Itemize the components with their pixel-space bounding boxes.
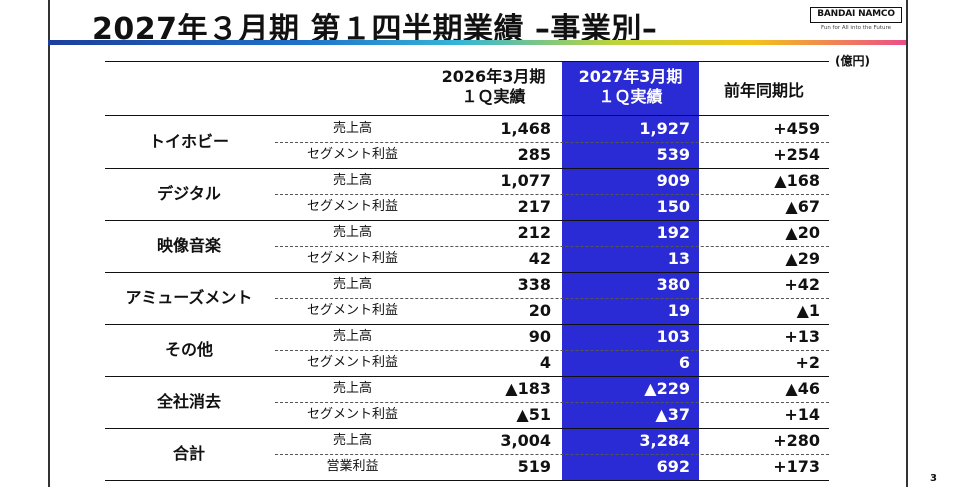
yoy-value: +459 [773,119,820,138]
segment-divider [105,376,829,377]
current-year-value: 3,284 [639,431,690,450]
header-prev-year: 2026年3月期 １Ｑ実績 [441,67,546,106]
segment-divider [105,428,829,429]
yoy-value: ▲20 [785,223,820,242]
metric-label: 売上高 [332,225,372,240]
yoy-value: +254 [773,145,820,164]
current-year-value: 103 [656,327,690,346]
yoy-value: ▲168 [774,171,820,190]
prev-year-value: ▲51 [516,405,551,424]
metric-label: セグメント利益 [306,303,398,318]
metric-label: 営業利益 [326,459,379,474]
current-year-value: 6 [678,353,690,372]
current-year-value: 1,927 [639,119,690,138]
metric-label: セグメント利益 [306,407,398,422]
current-year-value: 19 [667,301,690,320]
title-gradient-bar [48,40,906,45]
yoy-value: +2 [795,353,820,372]
metric-label: 売上高 [332,121,372,136]
metric-label: セグメント利益 [306,147,398,162]
prev-year-value: 212 [517,223,551,242]
current-year-value: 192 [656,223,690,242]
brand-logo: BANDAI NAMCO [810,7,902,23]
row-divider-dashed [275,402,829,403]
segment-divider [105,272,829,273]
metric-label: 売上高 [332,277,372,292]
prev-year-value: 217 [517,197,551,216]
left-margin-rule [48,0,50,487]
prev-year-value: 42 [528,249,551,268]
prev-year-value: 338 [517,275,551,294]
yoy-value: ▲67 [785,197,820,216]
table-bottom-rule [105,480,829,481]
metric-label: 売上高 [332,329,372,344]
prev-year-value: 4 [539,353,551,372]
prev-year-value: 1,468 [500,119,551,138]
metric-label: セグメント利益 [306,199,398,214]
segment-name: 全社消去 [156,392,221,411]
header-yoy: 前年同期比 [723,81,804,100]
yoy-value: +13 [784,327,820,346]
yoy-value: ▲46 [785,379,820,398]
prev-year-value: ▲183 [505,379,551,398]
page-number: 3 [930,473,937,484]
segment-name: 合計 [172,444,205,463]
metric-label: セグメント利益 [306,355,398,370]
segment-name: トイホビー [148,132,229,151]
header-current-year: 2027年3月期 １Ｑ実績 [578,67,683,106]
yoy-value: +280 [773,431,820,450]
row-divider-dashed [275,246,829,247]
yoy-value: +14 [784,405,820,424]
current-year-value: 13 [667,249,690,268]
yoy-value: +42 [784,275,820,294]
segment-name: その他 [164,340,213,359]
current-year-value: 380 [656,275,690,294]
current-year-value: ▲229 [644,379,690,398]
right-margin-rule [906,0,908,487]
segment-divider [105,168,829,169]
unit-label: (億円) [835,54,870,68]
prev-year-value: 90 [528,327,551,346]
row-divider-dashed [275,142,829,143]
yoy-value: +173 [773,457,820,476]
row-divider-dashed [275,350,829,351]
yoy-value: ▲29 [785,249,820,268]
segment-name: 映像音楽 [156,236,221,255]
current-year-value: 692 [656,457,690,476]
highlight-column [562,61,699,481]
metric-label: 売上高 [332,173,372,188]
prev-year-value: 285 [517,145,551,164]
prev-year-value: 519 [517,457,551,476]
segment-name: デジタル [157,184,221,203]
header-bottom-rule [105,115,829,116]
current-year-value: 909 [656,171,690,190]
segment-divider [105,220,829,221]
segment-name: アミューズメント [125,288,253,307]
row-divider-dashed [275,454,829,455]
segment-divider [105,324,829,325]
metric-label: セグメント利益 [306,251,398,266]
row-divider-dashed [275,298,829,299]
table-top-rule [105,61,829,62]
prev-year-value: 1,077 [500,171,551,190]
yoy-value: ▲1 [796,301,820,320]
prev-year-value: 3,004 [500,431,551,450]
prev-year-value: 20 [528,301,551,320]
current-year-value: 539 [656,145,690,164]
current-year-value: ▲37 [655,405,690,424]
brand-tagline: Fun for All into the Future [820,25,892,31]
metric-label: 売上高 [332,381,372,396]
current-year-value: 150 [656,197,690,216]
row-divider-dashed [275,194,829,195]
metric-label: 売上高 [332,433,372,448]
